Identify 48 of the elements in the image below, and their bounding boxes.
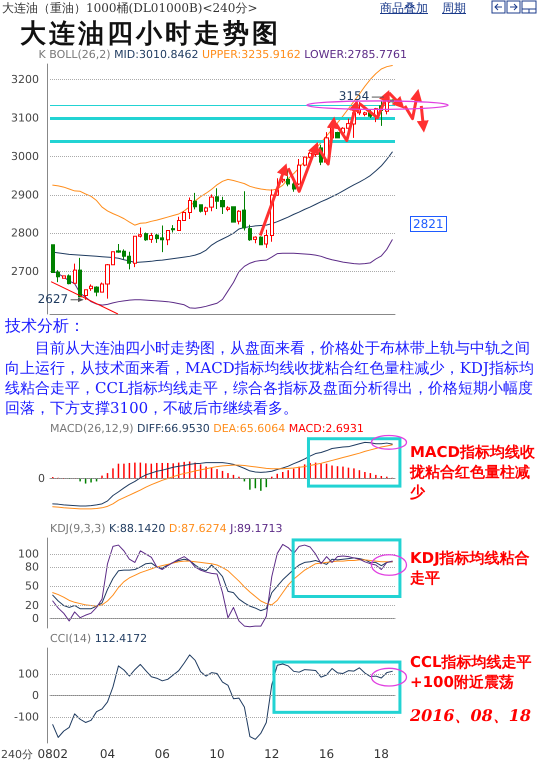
text: MACD指标均线收拢粘合红色量柱减少 bbox=[410, 442, 536, 502]
text: D:87.6274 bbox=[168, 522, 228, 535]
legend-title: MACD(26,12,9) bbox=[50, 422, 135, 435]
y-tick-label: 50 bbox=[25, 580, 39, 593]
y-tick-label: 0 bbox=[32, 689, 39, 702]
annotation: 2627 bbox=[38, 292, 68, 306]
x-tick-label: 16 bbox=[318, 747, 334, 761]
y-tick-label: 0 bbox=[32, 612, 39, 625]
text: UPPER:3235.9162 bbox=[202, 48, 302, 61]
text: 2016、08、18 bbox=[410, 706, 532, 727]
y-tick-label: -100 bbox=[14, 710, 39, 724]
series-label: 112.4172 bbox=[94, 632, 148, 645]
text: 目前从大连油四小时走势图，从盘面来看，价格处于布林带上轨与中轨之间向上运行，从技术面来看，MACD指标均线收拢粘合红色量柱减少，KDJ指标均线粘合走平，CCL指标均线走平，综合各指标及盘面分析得出，价格短期小幅度回落，下方支撑3100，不破后市继续看多。 bbox=[5, 338, 535, 418]
text: CCL指标均线走平+100附近震荡 bbox=[410, 652, 533, 692]
y-tick-label: 2800 bbox=[11, 226, 39, 240]
text: DIFF:66.9530 bbox=[137, 422, 211, 435]
y-tick-label: 3000 bbox=[11, 150, 39, 163]
y-tick-label: 100 bbox=[18, 548, 39, 561]
text: KDJ指标均线粘合走平 bbox=[410, 548, 531, 588]
chart-title: 大连油四小时走势图 bbox=[20, 18, 281, 50]
x-tick-label: 10 bbox=[209, 747, 225, 761]
y-tick-label: 100 bbox=[18, 667, 39, 680]
text: 2821 bbox=[410, 216, 447, 232]
x-tick-label: 04 bbox=[100, 747, 116, 761]
text: K:88.1420 bbox=[109, 522, 166, 535]
series-label: J:89.1713 bbox=[230, 522, 283, 535]
x-tick-label: 06 bbox=[154, 747, 170, 761]
text: 商品叠加 bbox=[380, 0, 428, 17]
x-tick-label: 12 bbox=[264, 747, 280, 761]
text: LOWER:2785.7761 bbox=[304, 48, 407, 61]
legend-title: KDJ(9,3,3) bbox=[50, 522, 106, 535]
x-tick-label: 0802 bbox=[37, 747, 68, 761]
y-tick-label: 80 bbox=[25, 560, 39, 574]
text: MACD:2.6931 bbox=[288, 422, 364, 435]
text: DEA:65.6064 bbox=[213, 422, 286, 435]
y-tick-label: 3100 bbox=[11, 111, 39, 124]
y-tick-label: 3200 bbox=[11, 72, 39, 86]
text: 周期 bbox=[442, 0, 466, 17]
text: 大连油（重油）1000桶(DL01000B)<240分> bbox=[2, 0, 258, 17]
legend-title: K BOLL(26,2) bbox=[38, 48, 112, 61]
y-tick-label: 2900 bbox=[11, 188, 39, 202]
text: MID:3010.8462 bbox=[114, 48, 200, 61]
y-tick-label: 2700 bbox=[11, 265, 39, 278]
x-tick-label: 18 bbox=[374, 747, 389, 761]
legend-title: CCI(14) bbox=[50, 632, 92, 645]
y-tick-label: 20 bbox=[25, 599, 39, 612]
text: 技术分析： bbox=[5, 316, 85, 337]
x-axis-title: 240分 bbox=[1, 747, 33, 762]
